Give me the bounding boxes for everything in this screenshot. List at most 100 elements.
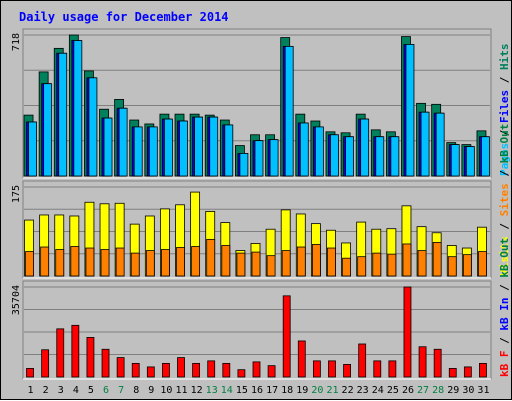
x-tick-label: 25 [387, 385, 399, 396]
bar-sites [40, 246, 50, 277]
bar-sites [70, 246, 80, 277]
bar-pages [481, 136, 490, 177]
legend-part: / [498, 70, 511, 90]
x-tick-label: 31 [477, 385, 489, 396]
bar-kbf [252, 361, 261, 378]
bar-pages [209, 116, 219, 177]
legend-part: kB Out [498, 238, 511, 278]
bar-pages [133, 126, 143, 177]
bar-kbf [479, 362, 487, 378]
y-axis-max-label: 718 [11, 33, 22, 51]
chart-title: Daily usage for December 2014 [19, 10, 229, 24]
bar-kbf [463, 366, 472, 378]
legend-part: / [498, 278, 511, 298]
panel-pages_files_hits: 718 Pages / Files / Hits [11, 28, 511, 179]
x-tick-label: 26 [402, 385, 414, 396]
bar-sites [145, 250, 155, 277]
x-tick-label: 21 [326, 385, 338, 396]
x-tick-label: 22 [342, 385, 354, 396]
bar-kbf [101, 348, 110, 378]
bar-kbf [373, 360, 382, 378]
bar-sites [100, 249, 110, 277]
bar-pages [43, 83, 53, 177]
bar-pages [345, 136, 354, 177]
bar-sites [311, 244, 321, 277]
bar-kbf [86, 337, 95, 378]
x-tick-label: 6 [103, 385, 109, 396]
bar-pages [194, 116, 204, 177]
bar-kbf [388, 360, 397, 378]
x-tick-label: 2 [43, 385, 49, 396]
x-tick-label: 7 [118, 385, 124, 396]
bar-kbf [162, 362, 170, 378]
x-tick-label: 8 [133, 385, 139, 396]
x-tick-label: 5 [88, 385, 94, 396]
bar-kbf [358, 343, 367, 378]
bar-sites [432, 242, 442, 277]
x-tick-label: 16 [251, 385, 263, 396]
bar-kbf [418, 346, 427, 378]
bar-pages [405, 44, 415, 177]
bar-sites [387, 253, 397, 277]
x-tick-label: 28 [432, 385, 444, 396]
bar-sites [25, 251, 34, 277]
bar-kbf [41, 349, 50, 378]
bar-kbf [328, 360, 336, 378]
legend-part: / [498, 331, 511, 351]
bar-pages [239, 153, 249, 177]
x-tick-label: 19 [296, 385, 308, 396]
panel-legend: kB F / kB In / kB Out [498, 238, 511, 377]
x-tick-label: 24 [372, 385, 384, 396]
bar-kbf [56, 328, 65, 378]
bar-pages [450, 144, 460, 177]
x-tick-label: 13 [206, 385, 218, 396]
panel-visits_sites: 175 Visits / Sites / kB Out [11, 124, 511, 279]
bar-sites [447, 256, 457, 277]
bar-sites [402, 243, 412, 277]
bar-sites [296, 246, 306, 277]
bar-kbf [312, 360, 321, 378]
bar-pages [299, 122, 309, 177]
legend-part: kB Out [498, 124, 511, 164]
x-tick-label: 14 [221, 385, 233, 396]
panel-legend: Pages / Files / Hits [498, 44, 511, 177]
bar-kbf [297, 340, 306, 378]
bar-kbf [116, 357, 125, 378]
bar-pages [390, 136, 400, 177]
bar-kbf [146, 366, 155, 378]
panel-legend: Visits / Sites / kB Out [498, 124, 511, 276]
x-tick-label: 3 [58, 385, 64, 396]
bar-pages [179, 120, 188, 177]
x-tick-label: 9 [148, 385, 154, 396]
bars [24, 191, 487, 277]
x-tick-label: 4 [73, 385, 79, 396]
bar-kbf [433, 348, 442, 378]
bar-kbf [207, 360, 216, 378]
bar-pages [58, 52, 68, 177]
bar-kbf [192, 362, 201, 378]
bar-sites [342, 257, 351, 277]
bar-pages [420, 111, 430, 177]
bar-pages [269, 139, 279, 177]
bar-sites [115, 247, 125, 277]
y-axis-max-label: 35704 [11, 285, 22, 315]
x-tick-label: 15 [236, 385, 248, 396]
bar-kbf [222, 362, 231, 378]
y-axis-max-label: 175 [11, 185, 22, 203]
bar-sites [281, 250, 291, 277]
x-tick-label: 23 [357, 385, 369, 396]
bar-kbf [237, 369, 246, 378]
bar-sites [236, 252, 246, 277]
bar-pages [360, 118, 370, 177]
bar-kbf [131, 362, 140, 378]
bar-sites [462, 254, 472, 277]
bar-sites [357, 256, 367, 277]
bar-sites [206, 238, 216, 277]
bar-sites [478, 251, 487, 277]
bar-pages [465, 146, 475, 177]
bar-pages [314, 126, 324, 177]
x-tick-label: 29 [447, 385, 459, 396]
chart-panels: 718 Pages / Files / Hits 175 Visits / Sites… [11, 28, 511, 380]
